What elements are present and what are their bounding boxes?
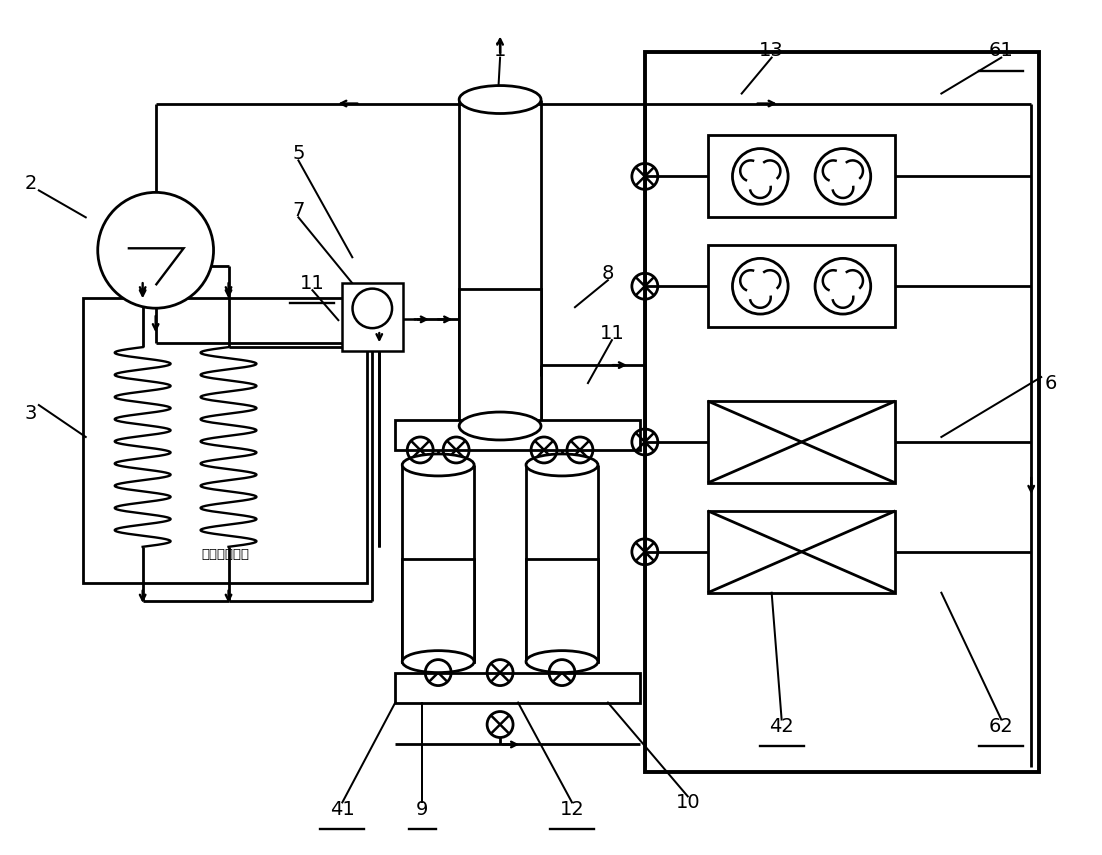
Bar <box>342 283 403 351</box>
Text: 11: 11 <box>599 324 624 343</box>
Ellipse shape <box>460 86 541 114</box>
Text: 10: 10 <box>676 793 700 812</box>
Ellipse shape <box>402 454 474 476</box>
Circle shape <box>353 289 392 328</box>
Ellipse shape <box>526 651 598 673</box>
Text: 植入式冷凝器: 植入式冷凝器 <box>201 548 249 561</box>
Bar <box>402 559 474 662</box>
Bar <box>402 559 474 662</box>
Bar <box>396 420 640 450</box>
Circle shape <box>98 192 214 308</box>
Text: 6: 6 <box>1045 374 1058 392</box>
Ellipse shape <box>460 412 541 440</box>
Circle shape <box>733 149 788 204</box>
Bar <box>645 51 1039 772</box>
Bar <box>460 289 541 426</box>
Bar <box>707 135 896 217</box>
Text: 7: 7 <box>292 201 304 220</box>
Bar <box>83 298 367 583</box>
Bar <box>707 511 896 593</box>
Bar <box>707 245 896 327</box>
Text: 3: 3 <box>24 404 37 422</box>
Text: 1: 1 <box>494 41 506 60</box>
Circle shape <box>815 258 871 314</box>
Text: 11: 11 <box>300 274 325 292</box>
Text: 12: 12 <box>560 800 584 819</box>
Text: 61: 61 <box>988 41 1014 60</box>
Text: 5: 5 <box>292 144 304 163</box>
Text: 2: 2 <box>24 174 37 193</box>
Ellipse shape <box>526 454 598 476</box>
Text: 9: 9 <box>417 800 429 819</box>
Circle shape <box>733 258 788 314</box>
Circle shape <box>815 149 871 204</box>
Bar <box>526 559 598 662</box>
Text: 62: 62 <box>988 717 1014 736</box>
Bar <box>396 673 640 703</box>
Text: 41: 41 <box>329 800 355 819</box>
Text: 8: 8 <box>602 263 614 283</box>
Text: 13: 13 <box>759 41 784 60</box>
Text: 42: 42 <box>769 717 795 736</box>
Bar <box>526 559 598 662</box>
Bar <box>460 289 541 426</box>
Ellipse shape <box>402 651 474 673</box>
Bar <box>707 401 896 483</box>
